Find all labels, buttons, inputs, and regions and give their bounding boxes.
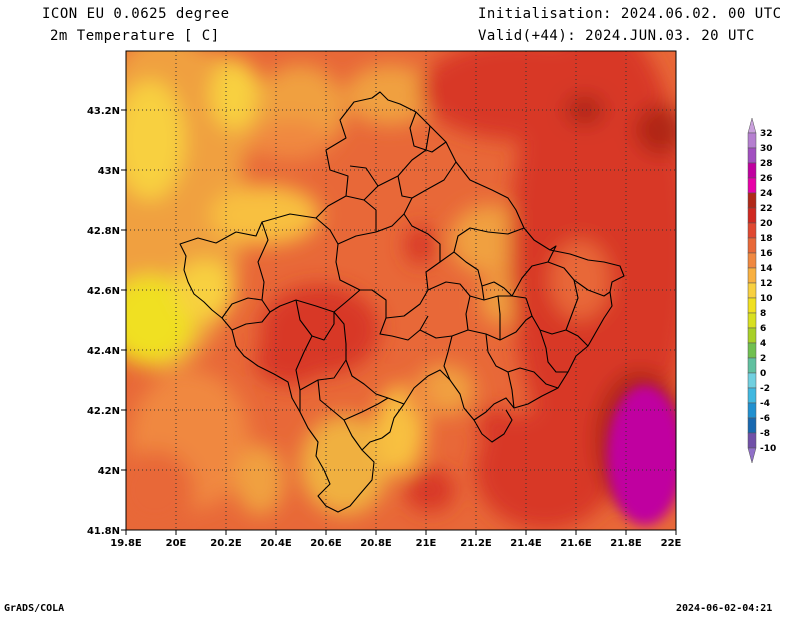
colorbar-swatch	[747, 147, 757, 164]
model-title: ICON EU 0.0625 degree	[42, 6, 230, 22]
lon-tick-label: 21.6E	[560, 538, 592, 549]
colorbar-swatch	[747, 342, 757, 359]
colorbar-label: 14	[760, 264, 773, 274]
lon-tick-label: 20E	[166, 538, 187, 549]
colorbar-swatch	[747, 447, 757, 464]
colorbar-swatch	[747, 132, 757, 149]
colorbar-swatch	[747, 327, 757, 344]
colorbar-swatch	[747, 372, 757, 389]
footer-credit: GrADS/COLA	[4, 603, 65, 614]
colorbar-swatch	[747, 252, 757, 269]
lat-tick-label: 42.2N	[87, 406, 120, 417]
lat-tick-label: 42.6N	[87, 286, 120, 297]
colorbar-swatch	[747, 117, 757, 134]
lat-tick-label: 43.2N	[87, 106, 120, 117]
colorbar-swatch	[747, 417, 757, 434]
lon-ticks	[125, 530, 677, 535]
colorbar-label: 24	[760, 189, 773, 199]
colorbar-label: 30	[760, 144, 773, 154]
colorbar-label: 8	[760, 309, 766, 319]
colorbar-label: 22	[760, 204, 773, 214]
colorbar-label: -10	[760, 444, 776, 454]
init-time: Initialisation: 2024.06.02. 00 UTC	[478, 6, 782, 22]
lat-ticks	[121, 109, 126, 531]
lat-tick-label: 42.8N	[87, 226, 120, 237]
lon-tick-label: 22E	[661, 538, 682, 549]
lon-tick-label: 21.4E	[510, 538, 542, 549]
colorbar-label: -4	[760, 399, 770, 409]
lon-tick-label: 20.4E	[260, 538, 292, 549]
colorbar-swatch	[747, 162, 757, 179]
lon-tick-label: 19.8E	[110, 538, 142, 549]
temperature-field	[126, 51, 676, 530]
colorbar-label: -2	[760, 384, 770, 394]
colorbar-swatch	[747, 357, 757, 374]
colorbar-label: -6	[760, 414, 770, 424]
colorbar-label: 6	[760, 324, 766, 334]
lat-tick-label: 41.8N	[87, 526, 120, 537]
lon-tick-label: 21E	[416, 538, 437, 549]
colorbar-swatch	[747, 432, 757, 449]
colorbar-label: 18	[760, 234, 773, 244]
colorbar-swatch	[747, 297, 757, 314]
colorbar-label: 0	[760, 369, 766, 379]
colorbar-label: 28	[760, 159, 773, 169]
colorbar-swatch	[747, 267, 757, 284]
lat-tick-label: 42N	[98, 466, 120, 477]
valid-time: Valid(+44): 2024.JUN.03. 20 UTC	[478, 28, 755, 44]
colorbar-label: 20	[760, 219, 773, 229]
colorbar-swatch	[747, 177, 757, 194]
colorbar-swatch	[747, 387, 757, 404]
lon-tick-label: 21.8E	[610, 538, 642, 549]
colorbar-swatch	[747, 207, 757, 224]
colorbar-label: 16	[760, 249, 773, 259]
variable-title: 2m Temperature [ C]	[50, 28, 220, 44]
colorbar-swatch	[747, 282, 757, 299]
colorbar-swatch	[747, 402, 757, 419]
colorbar-label: 12	[760, 279, 773, 289]
lon-tick-label: 20.8E	[360, 538, 392, 549]
colorbar-label: 32	[760, 129, 773, 139]
colorbar-label: 10	[760, 294, 773, 304]
lon-tick-label: 20.2E	[210, 538, 242, 549]
colorbar-swatch	[747, 192, 757, 209]
colorbar-label: 2	[760, 354, 766, 364]
lon-tick-label: 20.6E	[310, 538, 342, 549]
colorbar-swatch	[747, 222, 757, 239]
lat-tick-label: 42.4N	[87, 346, 120, 357]
lon-tick-label: 21.2E	[460, 538, 492, 549]
colorbar-label: 4	[760, 339, 766, 349]
footer-timestamp: 2024-06-02-04:21	[676, 603, 773, 614]
lat-tick-label: 43N	[98, 166, 120, 177]
colorbar-label: -8	[760, 429, 770, 439]
admin-boundaries	[179, 91, 625, 513]
colorbar-swatch	[747, 237, 757, 254]
colorbar-label: 26	[760, 174, 773, 184]
colorbar-swatch	[747, 312, 757, 329]
